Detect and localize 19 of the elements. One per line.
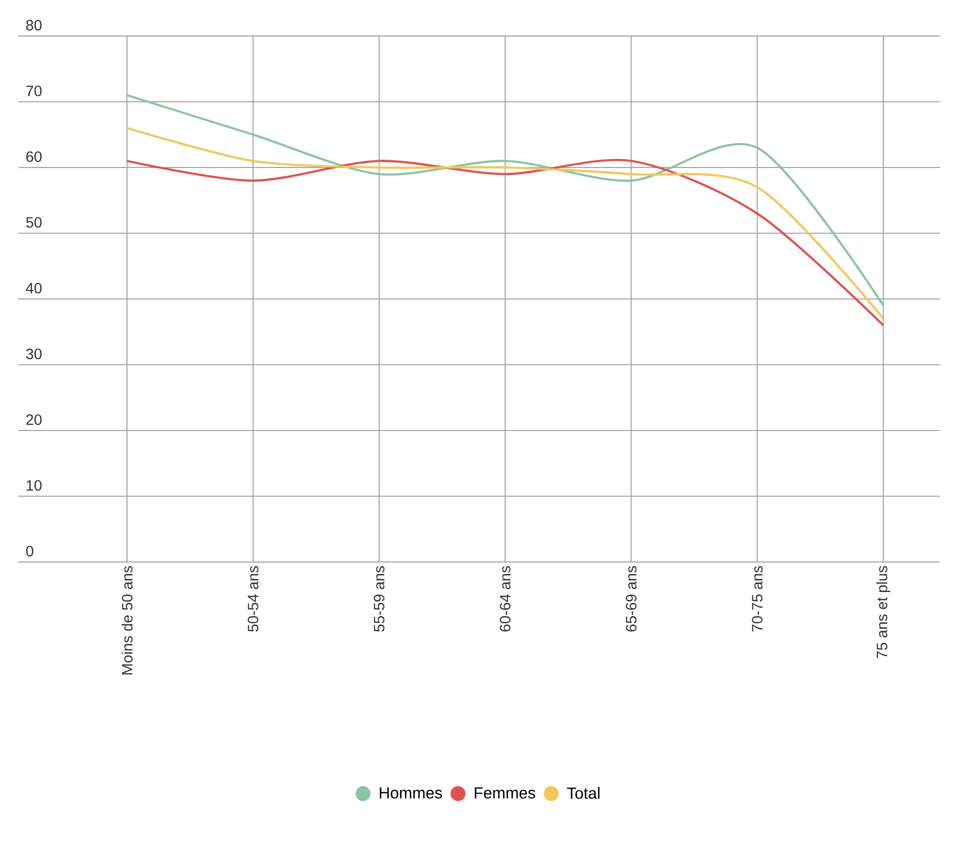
y-tick-label: 20 [26,414,42,425]
x-tick-label: Moins de 50 ans [122,566,133,674]
y-tick-label: 10 [26,480,42,491]
legend-label: Total [567,787,600,799]
y-tick-label: 0 [26,546,34,556]
x-tick-label: 60-64 ans [500,566,510,632]
legend-label: Hommes [380,787,442,799]
x-tick-label: 70-75 ans [752,566,763,632]
y-tick-label: 70 [26,86,42,96]
y-tick-label: 30 [26,348,42,360]
x-tick-label: 55-59 ans [374,566,384,632]
x-tick-label: 65-69 ans [626,566,637,632]
y-tick-label: 40 [26,282,42,294]
x-tick-label: 50-54 ans [248,566,258,632]
legend-label: Femmes [474,787,536,799]
y-tick-label: 60 [26,151,42,162]
x-tick-label: 75 ans et plus [876,566,890,658]
y-tick-label: 50 [26,217,42,228]
y-tick-label: 80 [26,20,42,30]
